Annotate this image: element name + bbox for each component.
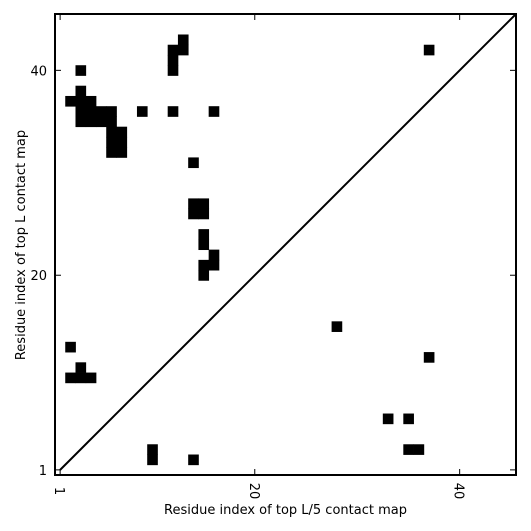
contact-cell — [167, 106, 179, 117]
contact-cell — [198, 270, 210, 281]
contact-cell — [382, 413, 394, 425]
contact-cell — [177, 34, 189, 46]
contact-cell — [198, 259, 210, 271]
diagonal-line — [59, 13, 517, 471]
contact-cell — [188, 454, 199, 466]
contact-cell — [75, 362, 87, 373]
contact-cell — [116, 126, 128, 138]
contact-cell — [208, 106, 220, 117]
contact-cells — [65, 34, 435, 466]
contact-cell — [75, 106, 87, 117]
contact-cell — [208, 259, 220, 271]
x-axis-label: Residue index of top L/5 contact map — [164, 503, 407, 518]
contact-cell — [95, 106, 107, 117]
contact-cell — [85, 95, 97, 107]
contact-cell — [423, 44, 435, 56]
contact-cell — [208, 249, 220, 261]
contact-cell — [85, 116, 97, 128]
contact-cell — [65, 372, 76, 384]
contact-cell — [106, 106, 117, 117]
contact-cell — [116, 136, 128, 148]
contact-cell — [188, 157, 199, 169]
plot-frame — [54, 13, 517, 476]
contact-cell — [85, 106, 97, 117]
contact-cell — [403, 413, 414, 425]
contact-cell — [106, 126, 117, 138]
x-tick-label: 1 — [51, 487, 66, 495]
contact-cell — [167, 44, 179, 56]
contact-cell — [198, 229, 210, 240]
y-tick-label: 20 — [30, 269, 47, 284]
contact-cell — [85, 372, 97, 384]
contact-cell — [188, 198, 199, 210]
contact-cell — [106, 136, 117, 148]
x-tick-label: 40 — [451, 483, 466, 500]
contact-cell — [198, 198, 210, 210]
contact-cell — [403, 444, 414, 455]
contact-cell — [106, 147, 117, 158]
contact-cell — [413, 444, 425, 455]
contact-cell — [116, 147, 128, 158]
contact-cell — [147, 444, 158, 455]
y-axis-label: Residue index of top L contact map — [14, 130, 29, 360]
y-tick-label: 40 — [30, 64, 47, 79]
contact-cell — [167, 65, 179, 76]
contact-cell — [198, 239, 210, 251]
contact-cell — [75, 95, 87, 107]
contact-cell — [136, 106, 148, 117]
contact-cell — [331, 321, 343, 332]
contact-cell — [65, 95, 76, 107]
contact-cell — [75, 372, 87, 384]
contact-cell — [188, 208, 199, 220]
contact-cell — [177, 44, 189, 56]
contact-cell — [75, 85, 87, 97]
contact-cell — [147, 454, 158, 466]
contact-cell — [65, 341, 76, 353]
contact-cell — [106, 116, 117, 128]
contact-cell — [167, 54, 179, 66]
contact-cell — [95, 116, 107, 128]
contact-cell — [198, 208, 210, 220]
contact-cell — [423, 352, 435, 363]
x-tick-label: 20 — [246, 483, 261, 500]
contact-cell — [75, 65, 87, 76]
y-tick-label: 1 — [39, 464, 47, 479]
contact-cell — [75, 116, 87, 128]
